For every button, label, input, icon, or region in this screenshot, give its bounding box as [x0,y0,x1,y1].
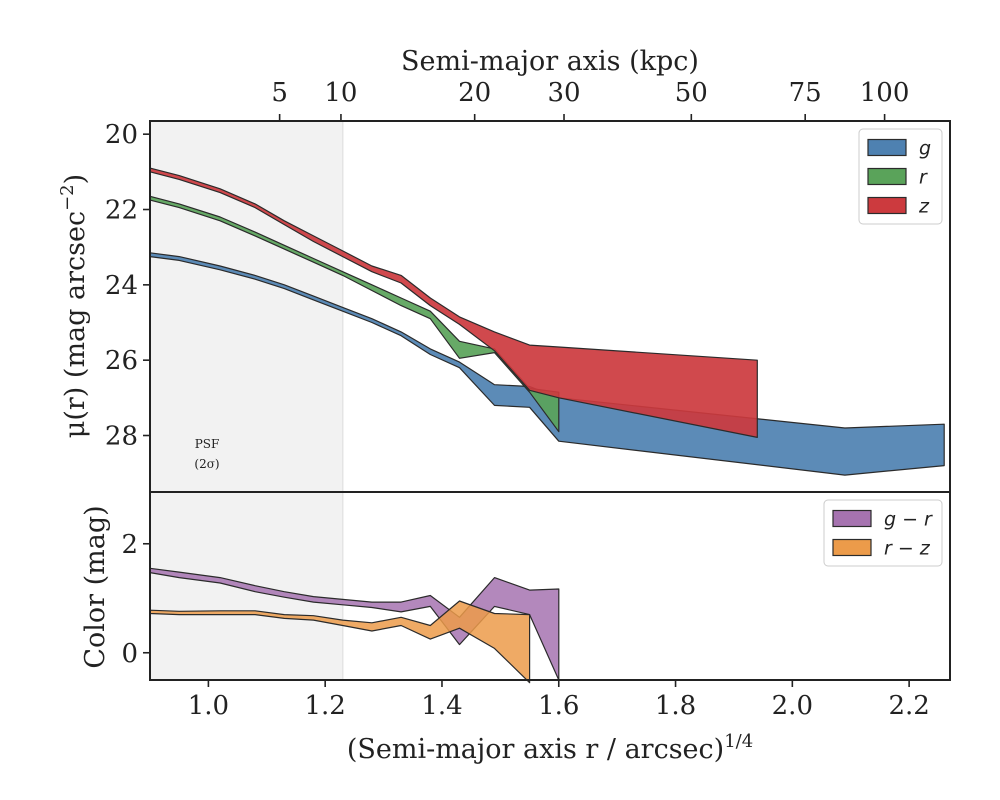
top-legend-swatch-2 [867,196,907,215]
bottom-legend-swatch-0 [832,509,872,528]
top-legend-label-0: g [919,138,931,160]
x-tick-label-5: 2.0 [772,691,813,721]
top-panel-psf-shade [150,121,343,492]
psf-label: PSF [195,437,220,451]
top-y-tick-label-1: 22 [105,196,138,226]
top-legend-swatch-0 [867,138,907,157]
top-y-axis-title-text: μ(r) (mag arcsec [60,211,91,438]
bottom-y-axis-title: Color (mag) [80,505,111,668]
top-panel-legend: grz [858,128,943,225]
bottom-legend-label-0: g − r [884,509,933,531]
top-axis-tick-label-0: 5 [271,78,288,108]
top-panel-y-ticks: 20 22 24 26 28 [105,120,150,452]
top-y-tick-label-2: 24 [105,271,138,301]
top-series-2-band [149,167,758,438]
top-y-tick-label-0: 20 [105,120,138,150]
x-tick-label-0: 1.0 [188,691,229,721]
x-axis-title-text: (Semi-major axis r / arcsec) [347,734,724,765]
bottom-panel-y-ticks: 02 [121,530,150,669]
bottom-series-1-band [149,600,531,684]
x-tick-label-4: 1.8 [655,691,696,721]
bottom-panel-legend: g − r r − z [823,499,943,567]
top-y-tick-label-4: 28 [105,422,138,452]
top-legend-label-1: r [919,167,928,189]
bottom-legend-swatch-1 [832,538,872,557]
top-y-tick-label-3: 26 [105,346,138,376]
top-legend-swatch-1 [867,167,907,186]
top-series-1-band [149,195,560,433]
top-axis-tick-label-5: 75 [789,78,822,108]
top-axis-tick-label-6: 100 [860,78,910,108]
top-axis-tick-label-2: 20 [458,78,491,108]
x-tick-label-3: 1.6 [538,691,579,721]
top-x-axis-title: Semi-major axis (kpc) [401,46,699,77]
top-panel: PSF (2σ) 20 22 24 26 28 5 10 20 30 50 75 100 grz [105,78,951,493]
bottom-panel-x-ticks: 1.0 1.2 1.4 1.6 1.8 2.0 2.2 [188,680,930,721]
top-legend-label-2: z [918,196,930,218]
top-y-axis-title-suffix: ) [60,174,91,185]
x-tick-label-2: 1.4 [421,691,462,721]
x-axis-title-superscript: 1/4 [724,731,753,752]
top-axis-tick-label-1: 10 [324,78,357,108]
x-axis-title: (Semi-major axis r / arcsec)1/4 [347,731,753,765]
bottom-y-tick-label-0: 0 [121,639,138,669]
bottom-panel-frame [149,491,951,681]
top-panel-top-axis-ticks: 5 10 20 30 50 75 100 [271,78,909,121]
x-tick-label-1: 1.2 [305,691,346,721]
bottom-y-tick-label-1: 2 [121,530,138,560]
top-y-axis-title-superscript: −2 [57,184,78,211]
top-y-axis-title: μ(r) (mag arcsec−2) [57,174,91,438]
top-axis-tick-label-4: 50 [675,78,708,108]
top-axis-tick-label-3: 30 [547,78,580,108]
bottom-legend-label-1: r − z [884,538,931,560]
top-panel-series [149,167,945,476]
bottom-panel: 02 1.0 1.2 1.4 1.6 1.8 2.0 2.2 g − rr − z [121,491,951,721]
psf-label-sigma: (2σ) [194,457,219,471]
x-tick-label-6: 2.2 [888,691,929,721]
